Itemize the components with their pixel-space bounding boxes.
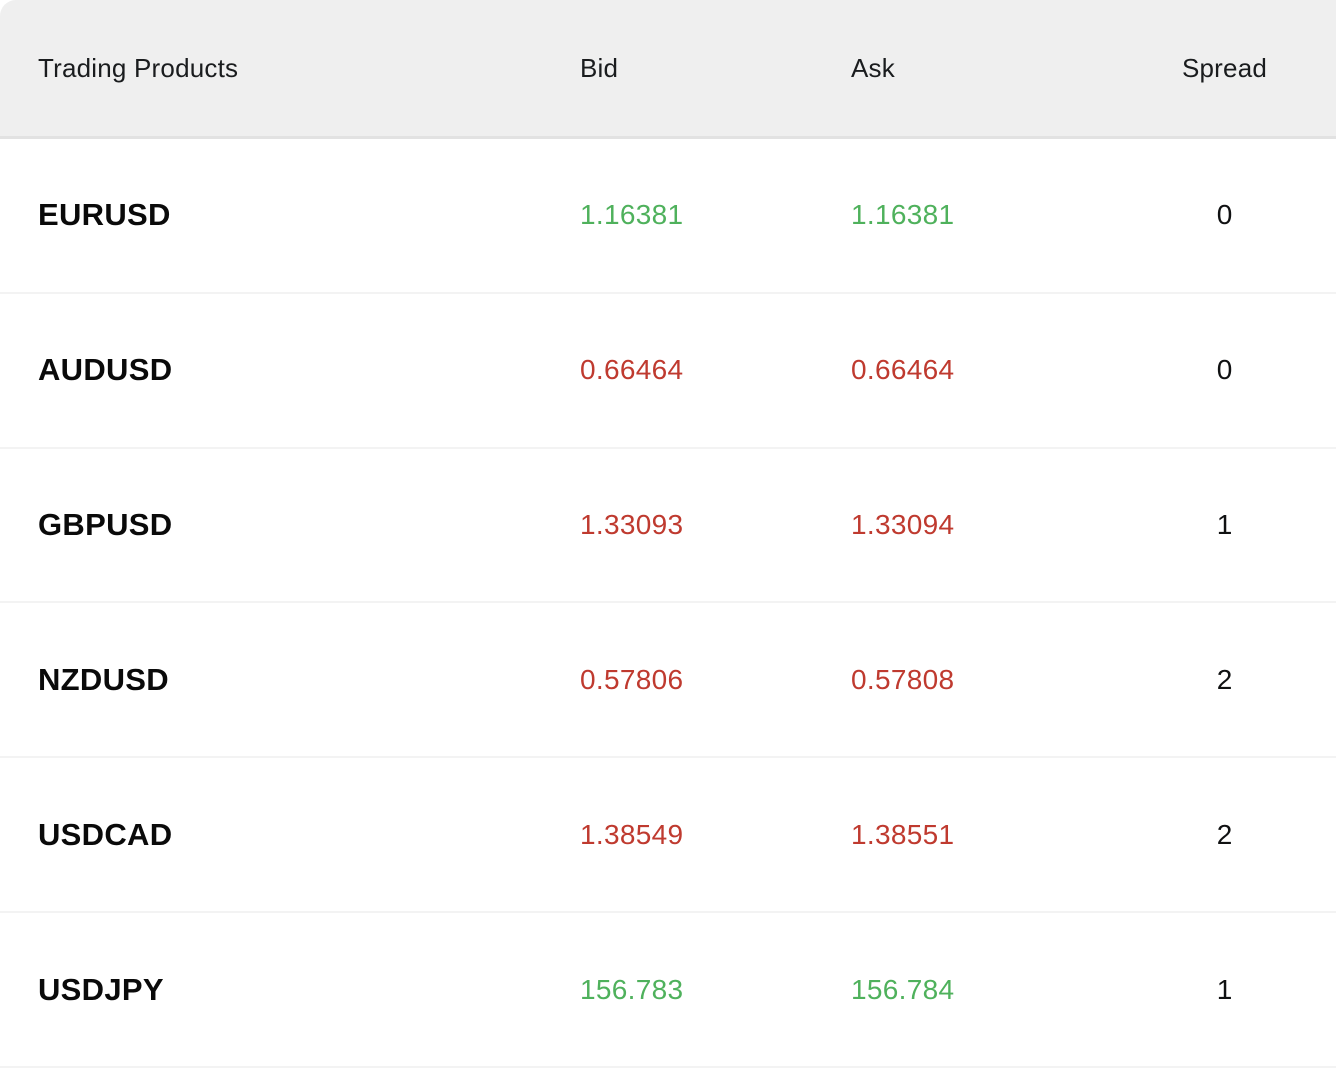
bid-price: 1.16381 — [580, 199, 684, 231]
spread-value: 2 — [1216, 663, 1233, 695]
product-name: NZDUSD — [38, 661, 169, 697]
table-row[interactable]: GBPUSD 1.33093 1.33094 1 — [0, 448, 1336, 604]
bid-price: 1.38549 — [580, 818, 684, 850]
column-header-ask: Ask — [851, 52, 895, 83]
bid-price: 0.57806 — [580, 663, 684, 695]
column-header-spread: Spread — [1181, 52, 1268, 83]
product-name: USDJPY — [38, 971, 164, 1007]
table-row[interactable]: NZDUSD 0.57806 0.57808 2 — [0, 603, 1336, 759]
spread-value: 1 — [1216, 509, 1233, 541]
table-row[interactable]: USDCAD 1.38549 1.38551 2 — [0, 758, 1336, 914]
column-header-bid: Bid — [580, 52, 619, 83]
ask-price: 1.16381 — [851, 199, 955, 231]
spread-value: 1 — [1216, 973, 1233, 1005]
table-header-row: Trading Products Bid Ask Spread — [0, 0, 1336, 139]
table-row[interactable]: EURUSD 1.16381 1.16381 0 — [0, 139, 1336, 294]
column-header-trading-products: Trading Products — [38, 52, 239, 83]
product-name: GBPUSD — [38, 507, 173, 543]
product-name: EURUSD — [38, 197, 171, 233]
ask-price: 0.57808 — [851, 663, 955, 695]
table-row[interactable]: USDJPY 156.783 156.784 1 — [0, 913, 1336, 1068]
bid-price: 156.783 — [580, 973, 684, 1005]
table-row[interactable]: AUDUSD 0.66464 0.66464 0 — [0, 293, 1336, 449]
ask-price: 1.33094 — [851, 509, 955, 541]
ask-price: 156.784 — [851, 973, 955, 1005]
spread-value: 0 — [1216, 199, 1233, 231]
product-name: AUDUSD — [38, 352, 173, 388]
ask-price: 1.38551 — [851, 818, 955, 850]
spread-value: 2 — [1216, 818, 1233, 850]
bid-price: 1.33093 — [580, 509, 684, 541]
ask-price: 0.66464 — [851, 354, 955, 386]
bid-price: 0.66464 — [580, 354, 684, 386]
product-name: USDCAD — [38, 816, 173, 852]
spread-value: 0 — [1216, 354, 1233, 386]
